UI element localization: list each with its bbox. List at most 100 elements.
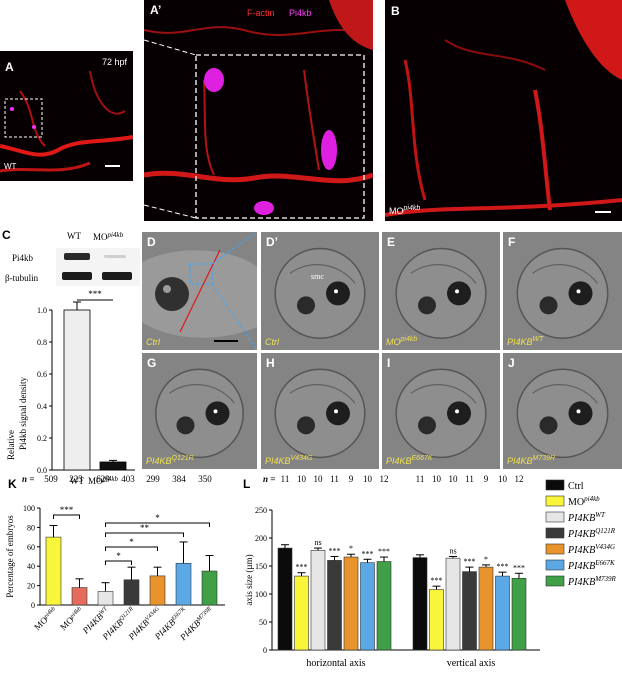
panel-condition-label: PI4KBQ121R: [146, 455, 194, 466]
legend-swatch: [545, 575, 565, 587]
panel-condition-sup: V434G: [290, 455, 313, 462]
panel-c-ylabel-2: Relative: [6, 430, 16, 460]
sig-label: ***: [431, 576, 443, 585]
sig-label: ***: [60, 505, 74, 515]
panel-letter: D’: [266, 235, 278, 249]
panel-b-letter: B: [391, 4, 400, 18]
legend-label: PI4KBQ121R: [567, 527, 616, 540]
legend-swatch: [545, 527, 565, 539]
panel-a-prime-image: F-actin Pi4kb: [144, 0, 373, 221]
y-tick-label: 150: [255, 562, 267, 571]
y-axis-label: Percentage of embryos: [5, 515, 15, 598]
sig-bracket: [105, 522, 210, 527]
sig-label: ns: [449, 546, 456, 555]
y-tick-label: 50: [259, 618, 267, 627]
y-tick-label: 100: [23, 504, 35, 513]
n-value: 12: [380, 474, 389, 484]
bar: [511, 578, 527, 651]
legend-label: PI4KBE667K: [567, 559, 615, 572]
y-tick-label: 100: [255, 590, 267, 599]
n-value: 223: [69, 474, 83, 484]
panel-f-image: F PI4KBWT: [503, 232, 622, 350]
panel-condition-label: PI4KBV434G: [265, 455, 313, 466]
sig-label: ns: [314, 538, 321, 547]
sig-label: ***: [513, 563, 525, 572]
sig-label: *: [484, 555, 488, 564]
y-tick-label: 0.8: [37, 338, 47, 347]
bar: [149, 575, 166, 606]
y-tick-label: 250: [255, 506, 267, 515]
n-value: 10: [449, 474, 459, 484]
panel-condition-label: PI4KBWT: [507, 336, 544, 347]
n-value: 11: [281, 474, 290, 484]
panel-c-ylabel-1: Pi4kb signal density: [18, 376, 28, 450]
sig-label: *: [349, 544, 353, 553]
bar: [495, 575, 510, 651]
panel-condition-label: Ctrl: [265, 337, 279, 347]
wb-row-pi4kb: Pi4kb: [12, 253, 34, 263]
bar: [63, 309, 91, 471]
wb-band-mo-tub: [102, 272, 132, 280]
n-value: 12: [515, 474, 524, 484]
n-value: 9: [349, 474, 354, 484]
bar: [277, 547, 293, 651]
wb-band-wt-pi4kb: [64, 253, 90, 260]
legend-swatch: [545, 543, 565, 555]
smc-label: smc: [311, 272, 324, 281]
n-value: 11: [330, 474, 339, 484]
legend-label: Ctrl: [568, 481, 584, 492]
n-value: 403: [121, 474, 135, 484]
bar: [123, 579, 140, 606]
legend-swatch: [545, 511, 565, 523]
panel-letter: D: [147, 235, 156, 249]
bar: [294, 575, 309, 651]
legend-label: PI4KBWT: [567, 511, 606, 524]
n-label: n =: [263, 474, 275, 484]
n-value: 384: [172, 474, 186, 484]
panel-a-letter: A: [5, 60, 14, 74]
panel-letter: I: [387, 356, 391, 370]
sig-label: *: [116, 551, 121, 561]
bf-drawing: [142, 232, 257, 350]
x-tick-label: MOpi4kb: [88, 475, 119, 486]
sig-label: ***: [378, 547, 390, 556]
legend-swatch: [545, 479, 565, 491]
y-tick-label: 40: [27, 562, 35, 571]
bar: [201, 570, 218, 606]
sig-label: ***: [296, 563, 308, 572]
panel-condition-sup: pi4kb: [400, 336, 418, 343]
condition-prefix: MO: [389, 206, 404, 216]
bar: [327, 560, 342, 651]
panel-condition-label: MOpi4kb: [386, 336, 418, 347]
bf-drawing: [503, 353, 622, 469]
bar: [376, 561, 392, 651]
genotype-label: WT: [4, 162, 17, 171]
stain-factin: F-actin: [247, 8, 275, 18]
panel-condition-sup: M739R: [532, 455, 556, 462]
bf-drawing: [382, 353, 500, 469]
sig-label: ***: [497, 562, 509, 571]
y-tick-label: 0.2: [37, 434, 47, 443]
sig-label: **: [140, 523, 150, 533]
bar: [310, 550, 326, 651]
y-axis-label: axis size (µm): [244, 554, 254, 605]
panel-b-drawing: [385, 0, 622, 217]
panel-h-image: H PI4KBV434G: [261, 353, 379, 469]
panel-l-chart: n = 11 10 10 11 9 10 12 11 10 10 11 9 10 12 0 50 100 150 20…: [244, 474, 617, 669]
y-tick-label: 60: [27, 543, 35, 552]
legend-label: MOpi4kb: [568, 495, 600, 508]
x-tick-label: WT: [70, 476, 84, 486]
panel-condition-label: PI4KBM739R: [507, 455, 556, 466]
n-value: 10: [314, 474, 324, 484]
panel-j-image: J PI4KBM739R: [503, 353, 622, 469]
legend-swatch: [545, 559, 565, 571]
sig-label: ***: [88, 290, 102, 299]
sig-label: ***: [362, 549, 374, 558]
panel-c-chart: 0.0 0.2 0.4 0.6 0.8 1.0 *** WT MOpi4kb: [37, 290, 135, 486]
panel-a-prime-letter: A’: [150, 3, 162, 17]
legend-label: PI4KBV434G: [567, 543, 615, 556]
y-tick-label: 0.0: [37, 466, 47, 475]
bar: [445, 557, 461, 651]
panel-condition-label: Ctrl: [146, 337, 160, 347]
bar: [478, 566, 494, 651]
